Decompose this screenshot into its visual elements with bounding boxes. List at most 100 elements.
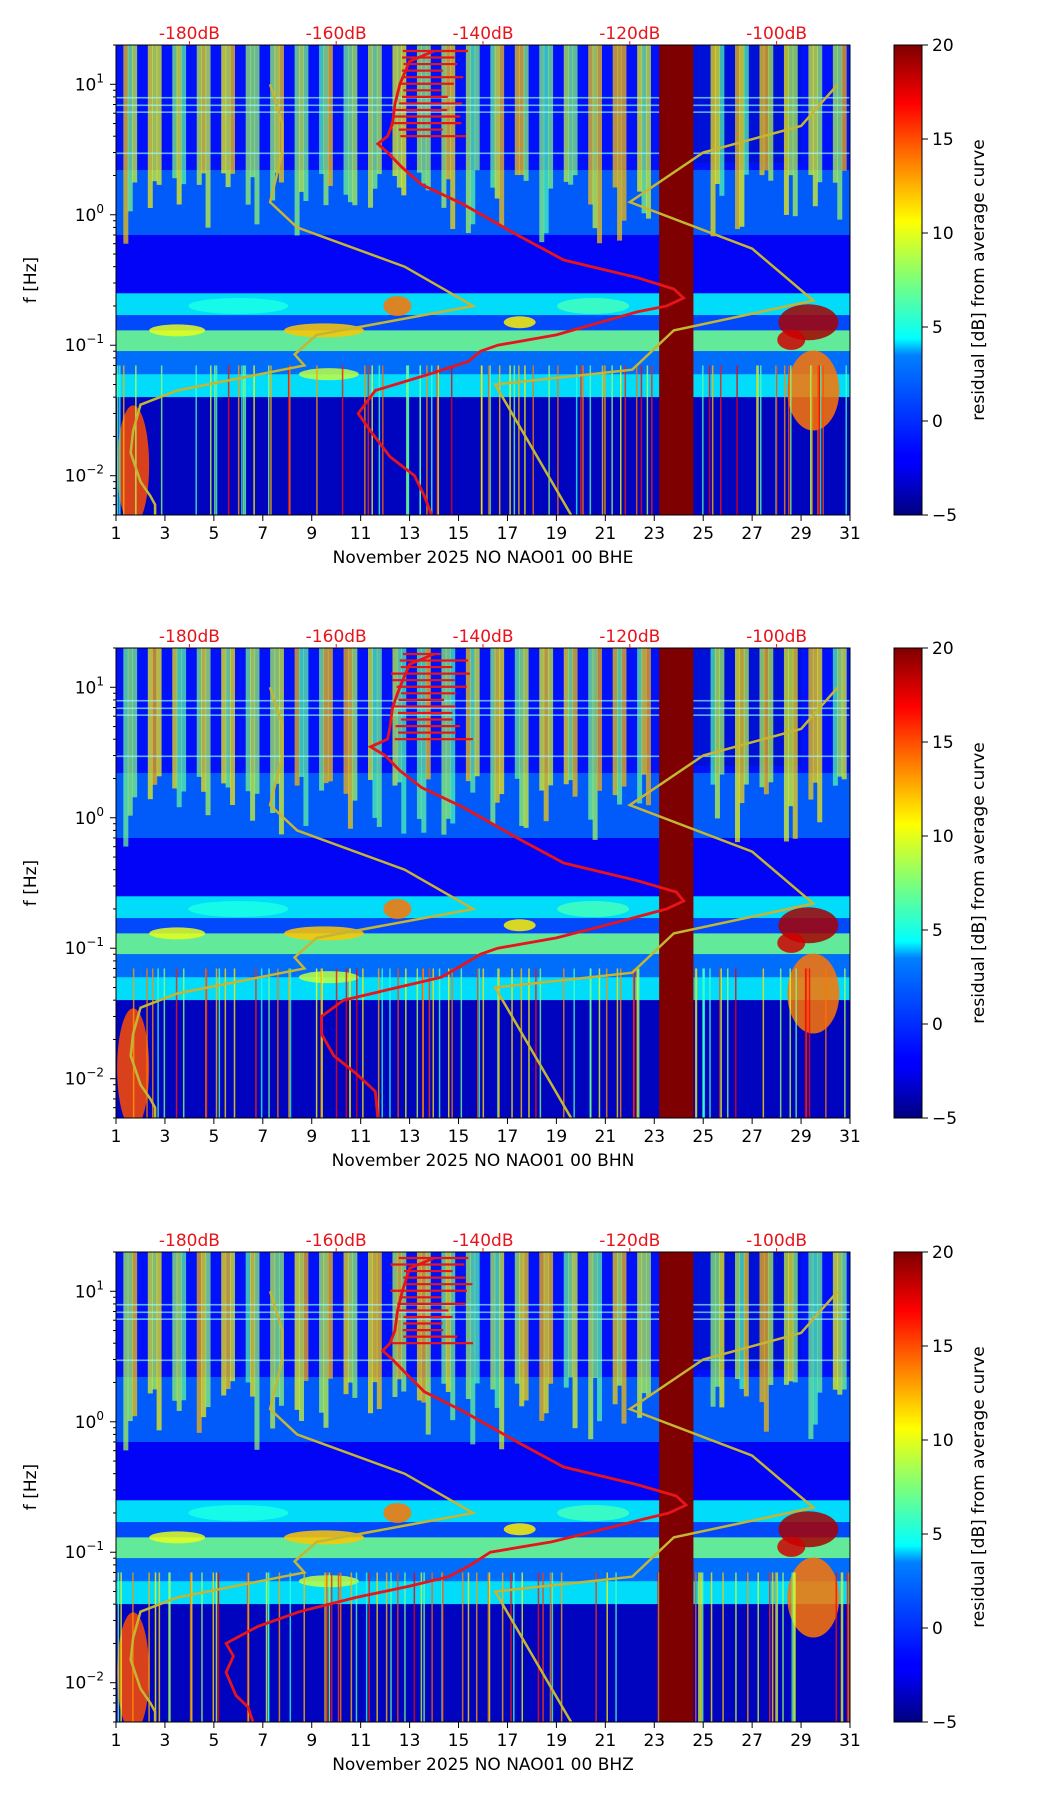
data-gap	[659, 1252, 694, 1722]
transient	[420, 1572, 423, 1722]
streak	[710, 648, 716, 785]
x-tick-label: 13	[399, 1127, 421, 1147]
streak	[474, 1252, 480, 1384]
transient	[270, 365, 272, 515]
top-db-label: -100dB	[746, 627, 807, 647]
streak	[490, 45, 496, 188]
harmonic-line	[116, 96, 850, 99]
streak	[597, 1252, 603, 1422]
streak	[254, 648, 260, 794]
streak	[490, 648, 496, 825]
streak	[645, 45, 651, 219]
top-db-label: -160dB	[306, 24, 367, 44]
streak	[376, 1252, 382, 1410]
streak	[465, 45, 471, 234]
streak	[621, 1252, 627, 1424]
transient	[168, 1572, 170, 1722]
transient	[390, 1572, 392, 1722]
data-gap	[659, 45, 694, 515]
transient	[513, 365, 516, 515]
top-db-label: -100dB	[746, 1231, 807, 1251]
streak	[514, 648, 520, 779]
streak	[205, 45, 211, 228]
storm-blob	[283, 323, 364, 338]
x-tick-label: 31	[839, 1731, 861, 1751]
colorbar-tick-label: 10	[932, 224, 954, 244]
y-tick-exponent: 0	[96, 1409, 104, 1423]
transient	[482, 968, 485, 1118]
y-tick-base: 10	[65, 1543, 87, 1563]
top-db-label: -180dB	[159, 24, 220, 44]
x-tick-label: 5	[208, 524, 219, 544]
transient	[782, 1572, 784, 1722]
y-tick-base: 10	[65, 467, 87, 487]
power-band	[116, 1441, 850, 1501]
transient	[356, 968, 358, 1118]
transient	[810, 365, 812, 515]
streak	[368, 45, 374, 208]
transient	[233, 968, 236, 1118]
x-tick-label: 7	[257, 524, 268, 544]
streak	[327, 1252, 333, 1379]
streak	[808, 1252, 814, 1440]
streak	[499, 1252, 505, 1450]
colorbar-tick-label: 0	[932, 1015, 943, 1035]
power-band	[116, 374, 850, 398]
streak	[808, 648, 814, 800]
transient	[811, 365, 813, 515]
transient	[367, 365, 370, 515]
streak	[470, 1252, 476, 1445]
transient	[783, 365, 786, 515]
streak	[539, 1252, 545, 1421]
streak	[225, 648, 231, 788]
streak	[176, 1252, 182, 1411]
transient	[287, 365, 290, 515]
transient	[324, 1572, 326, 1722]
x-tick-label: 15	[448, 1127, 470, 1147]
streak	[548, 648, 554, 786]
transient	[702, 968, 704, 1118]
colorbar-tick-label: 5	[932, 921, 943, 941]
x-tick-label: 17	[497, 1127, 519, 1147]
transient	[700, 1572, 702, 1722]
x-tick-label: 13	[399, 524, 421, 544]
power-band	[116, 773, 850, 838]
top-db-label: -140dB	[452, 1231, 513, 1251]
streak	[123, 1252, 129, 1451]
streak	[763, 648, 769, 795]
transient	[759, 365, 762, 515]
transient	[242, 365, 245, 515]
streak	[201, 648, 207, 792]
streak	[343, 1252, 349, 1395]
streak	[152, 45, 158, 182]
y-tick-base: 10	[75, 809, 97, 829]
median-psd-curve	[356, 49, 687, 515]
transient	[209, 365, 212, 515]
transient	[419, 365, 421, 515]
streak	[127, 45, 133, 212]
transient	[768, 1572, 771, 1722]
power-band	[116, 397, 850, 515]
transient	[119, 365, 121, 515]
streak	[376, 648, 382, 827]
transient	[805, 968, 808, 1118]
y-tick-base: 10	[75, 75, 97, 95]
streak	[299, 45, 305, 192]
transient	[289, 365, 291, 515]
streak	[539, 45, 545, 243]
transient	[326, 1572, 328, 1722]
transient	[513, 1572, 515, 1722]
transient	[624, 365, 627, 515]
streak	[832, 1252, 838, 1390]
transient	[646, 365, 649, 515]
streak	[841, 1252, 847, 1390]
streak	[401, 648, 407, 834]
top-db-label: -120dB	[599, 1231, 660, 1251]
streak	[254, 1252, 260, 1450]
transient	[551, 1572, 554, 1722]
transient	[575, 365, 578, 515]
power-band	[116, 351, 850, 375]
streak	[396, 1252, 402, 1380]
y-tick-base: 10	[65, 1674, 87, 1694]
transient	[467, 1572, 470, 1722]
